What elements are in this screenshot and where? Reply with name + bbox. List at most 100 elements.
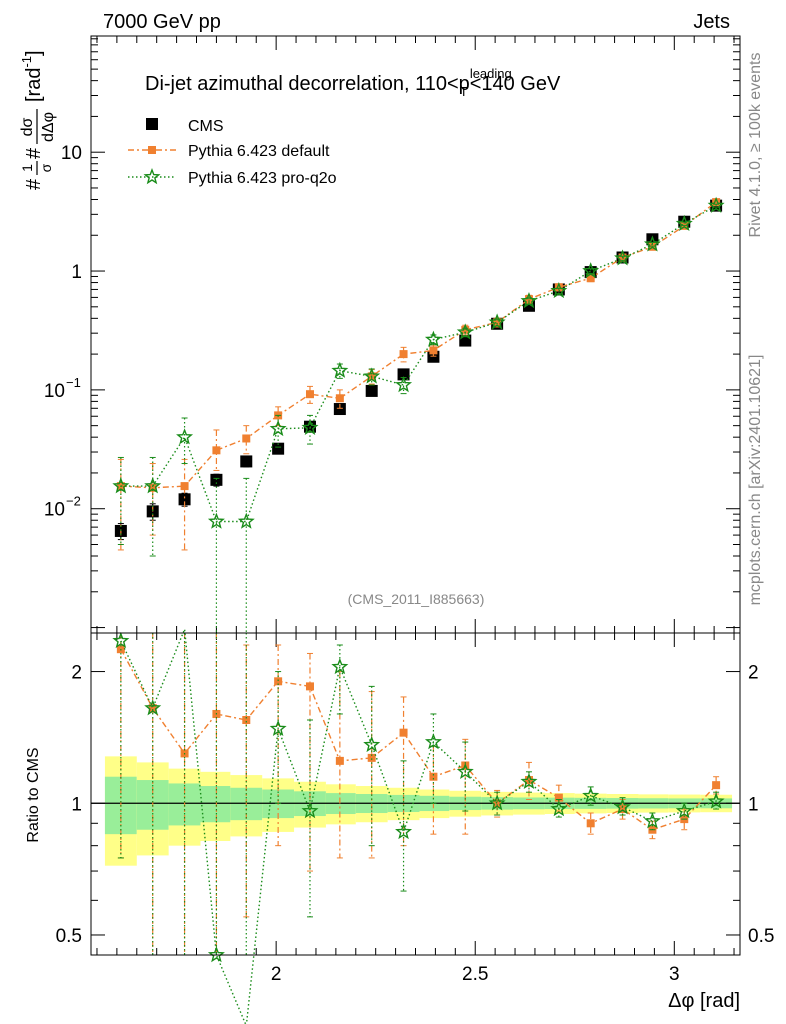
data-point-pro-q2o xyxy=(550,281,568,299)
main-series xyxy=(112,196,725,634)
data-point-default xyxy=(335,394,344,403)
header-left: 7000 GeV pp xyxy=(103,11,221,33)
ratio-point-default xyxy=(367,753,376,762)
legend-label-default: Pythia 6.423 default xyxy=(188,143,330,160)
ratio-point-default xyxy=(399,728,408,737)
ratio-y-tick-label: 0.5 xyxy=(56,926,82,947)
data-point-default xyxy=(212,446,221,455)
ratio-point-default xyxy=(618,805,627,814)
mcplots-label: mcplots.cern.ch [arXiv:2401.10621] xyxy=(747,355,764,606)
x-tick-label: 2 xyxy=(271,964,282,985)
ratio-y-axis-label: Ratio to CMS xyxy=(25,747,42,842)
header-right: Jets xyxy=(693,11,730,33)
data-point-cms xyxy=(365,384,378,397)
main-y-tick-label-exp: −1 xyxy=(66,375,81,390)
ratio-point-pro-q2o xyxy=(363,735,381,753)
data-point-pro-q2o xyxy=(675,214,693,231)
ratio-point-default xyxy=(554,793,563,802)
ylabel-frac1-num: 1 xyxy=(19,164,35,172)
legend-label-pro-q2o: Pythia 6.423 pro-q2o xyxy=(188,170,337,187)
ratio-y-tick-label: 2 xyxy=(71,663,82,684)
ratio-series xyxy=(112,628,725,1024)
ylabel-frac2-den: dΔφ xyxy=(40,112,57,142)
ratio-frame xyxy=(90,632,741,956)
data-point-cms xyxy=(272,442,285,455)
analysis-watermark: (CMS_2011_I885663) xyxy=(348,591,485,607)
title-sup: leading xyxy=(470,66,512,81)
data-point-pro-q2o xyxy=(643,235,661,252)
data-point-default xyxy=(305,390,314,399)
chart-title: Di-jet azimuthal decorrelation, 110<plea… xyxy=(145,66,561,99)
ratio-point-default xyxy=(429,772,438,781)
data-point-pro-q2o xyxy=(331,361,349,378)
data-point-default xyxy=(399,350,408,359)
x-tick-label: 2.5 xyxy=(462,964,488,985)
ratio-point-default xyxy=(148,704,157,713)
data-point-default xyxy=(586,274,595,283)
ratio-panel: 0.5 0.5 1 1 2 2 2 2.5 3 Ratio to CMS Δφ [rad] xyxy=(25,628,775,1024)
ratio-point-pro-q2o xyxy=(424,733,442,750)
ratio-point-pro-q2o xyxy=(144,699,162,716)
legend-marker-cms xyxy=(146,118,158,130)
title-pre: Di-jet azimuthal decorrelation, 110<p xyxy=(145,73,470,95)
data-point-default xyxy=(242,434,251,443)
ratio-y-tick-label-right: 1 xyxy=(748,794,759,815)
ratio-point-default xyxy=(493,799,502,808)
ratio-uncertainty-bands xyxy=(104,756,733,866)
ratio-point-default xyxy=(274,677,283,686)
ratio-point-pro-q2o xyxy=(331,657,349,675)
x-axis-label: Δφ [rad] xyxy=(668,990,740,1012)
ratio-point-pro-q2o xyxy=(207,946,225,963)
ratio-point-pro-q2o xyxy=(643,812,661,829)
data-point-default xyxy=(493,318,502,327)
ratio-y-tick-label-right: 2 xyxy=(748,663,759,684)
ratio-point-default xyxy=(242,715,251,724)
ratio-point-pro-q2o xyxy=(301,802,319,819)
data-point-pro-q2o xyxy=(207,512,225,529)
data-point-pro-q2o xyxy=(112,477,130,494)
series-line-default xyxy=(120,201,717,489)
data-point-pro-q2o xyxy=(269,419,287,437)
ratio-point-pro-q2o xyxy=(112,631,130,649)
ratio-line-default xyxy=(120,648,717,831)
ratio-point-pro-q2o xyxy=(582,786,600,804)
ylabel-frac1-den: σ xyxy=(38,163,54,172)
ratio-point-default xyxy=(712,781,721,790)
data-point-cms xyxy=(240,455,253,468)
ratio-point-pro-q2o xyxy=(550,800,568,817)
legend: CMS Pythia 6.423 default Pythia 6.423 pr… xyxy=(128,118,337,187)
rivet-version-label: Rivet 4.1.0, ≥ 100k events xyxy=(747,53,764,238)
title-sub: T xyxy=(460,84,468,99)
main-y-tick-label: 10 xyxy=(44,381,65,402)
ratio-point-pro-q2o xyxy=(520,772,538,789)
main-y-tick-label: 1 xyxy=(71,262,82,283)
data-point-pro-q2o xyxy=(707,196,725,213)
ratio-point-pro-q2o xyxy=(456,762,474,780)
legend-marker-default xyxy=(148,146,156,154)
ratio-tick-labels: 0.5 0.5 1 1 2 2 2 2.5 3 xyxy=(56,663,775,985)
title-post: <140 GeV xyxy=(470,73,561,95)
data-point-default xyxy=(148,483,157,492)
ratio-point-default xyxy=(586,819,595,828)
data-point-pro-q2o xyxy=(488,313,506,330)
main-y-tick-label: 10 xyxy=(44,500,65,521)
x-tick-label: 3 xyxy=(669,964,680,985)
data-point-cms xyxy=(333,403,346,416)
data-point-default xyxy=(712,198,721,207)
data-point-default xyxy=(429,346,438,355)
ratio-point-pro-q2o xyxy=(614,798,632,815)
main-y-tick-label-exp: −2 xyxy=(66,494,81,509)
data-point-pro-q2o xyxy=(301,418,319,435)
data-point-pro-q2o xyxy=(144,477,162,494)
data-point-pro-q2o xyxy=(582,262,600,279)
ratio-point-default xyxy=(305,682,314,691)
ylabel-unit: [rad-1] xyxy=(19,50,45,102)
data-point-cms xyxy=(178,493,191,506)
data-point-default xyxy=(180,482,189,491)
band-inner xyxy=(200,786,231,823)
ratio-point-pro-q2o xyxy=(269,719,287,737)
ratio-point-default xyxy=(335,756,344,765)
ratio-point-pro-q2o xyxy=(488,794,506,811)
main-y-tick-label: 10 xyxy=(61,143,82,164)
